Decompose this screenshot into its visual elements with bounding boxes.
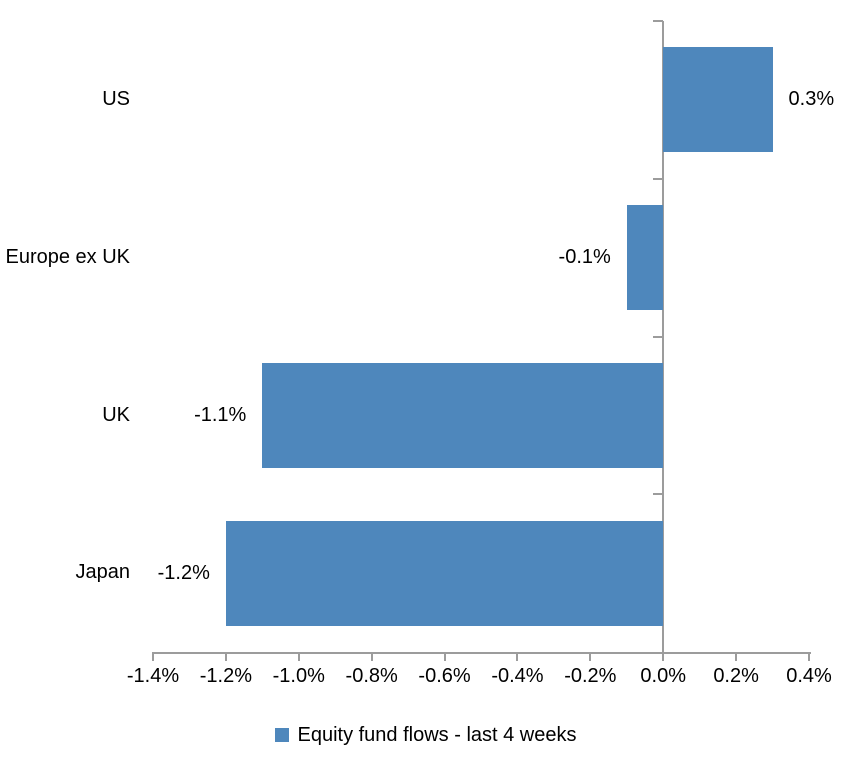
y-axis-tick [653,177,664,180]
category-label: Japan [75,561,131,584]
legend-label: Equity fund flows - last 4 weeks [297,723,577,746]
x-tick-label: -1.4% [126,665,180,687]
category-label: UK [102,403,130,426]
x-axis-tick [370,652,373,661]
x-axis-tick [808,652,810,661]
x-tick-label: -0.6% [418,665,471,687]
x-tick-label: -1.2% [199,665,252,687]
y-axis-tick [653,493,664,496]
bar [225,520,664,626]
bar-value-label: -1.2% [157,561,210,584]
legend: Equity fund flows - last 4 weeks [0,720,852,750]
x-tick-label: 0.4% [786,665,832,687]
x-tick-label: 0.2% [713,665,759,687]
x-axis-line [153,652,811,654]
x-axis-tick [224,652,227,661]
x-axis-tick [589,652,592,661]
x-tick-label: 0.0% [640,665,687,687]
x-axis-tick [152,652,154,661]
bar-value-label: -1.1% [194,403,247,426]
bar [663,47,773,153]
x-tick-label: -0.8% [345,665,398,687]
x-tick-label: -0.2% [564,665,617,687]
x-tick-label: -0.4% [491,665,544,687]
x-axis-tick [297,652,300,661]
bar-value-label: 0.3% [788,88,835,111]
y-axis-line [662,21,665,652]
x-axis-tick [735,652,738,661]
x-axis-tick [443,652,446,661]
category-label: US [102,88,130,110]
legend-swatch-icon [275,728,290,742]
category-label: Europe ex UK [5,245,130,268]
x-axis-tick [662,652,665,661]
x-axis-tick [516,652,519,661]
bar [262,362,664,468]
bar-value-label: -0.1% [558,246,611,269]
x-tick-label: -1.0% [272,665,325,687]
y-axis-tick [653,20,664,22]
bar [626,205,664,311]
y-axis-tick [653,335,664,338]
